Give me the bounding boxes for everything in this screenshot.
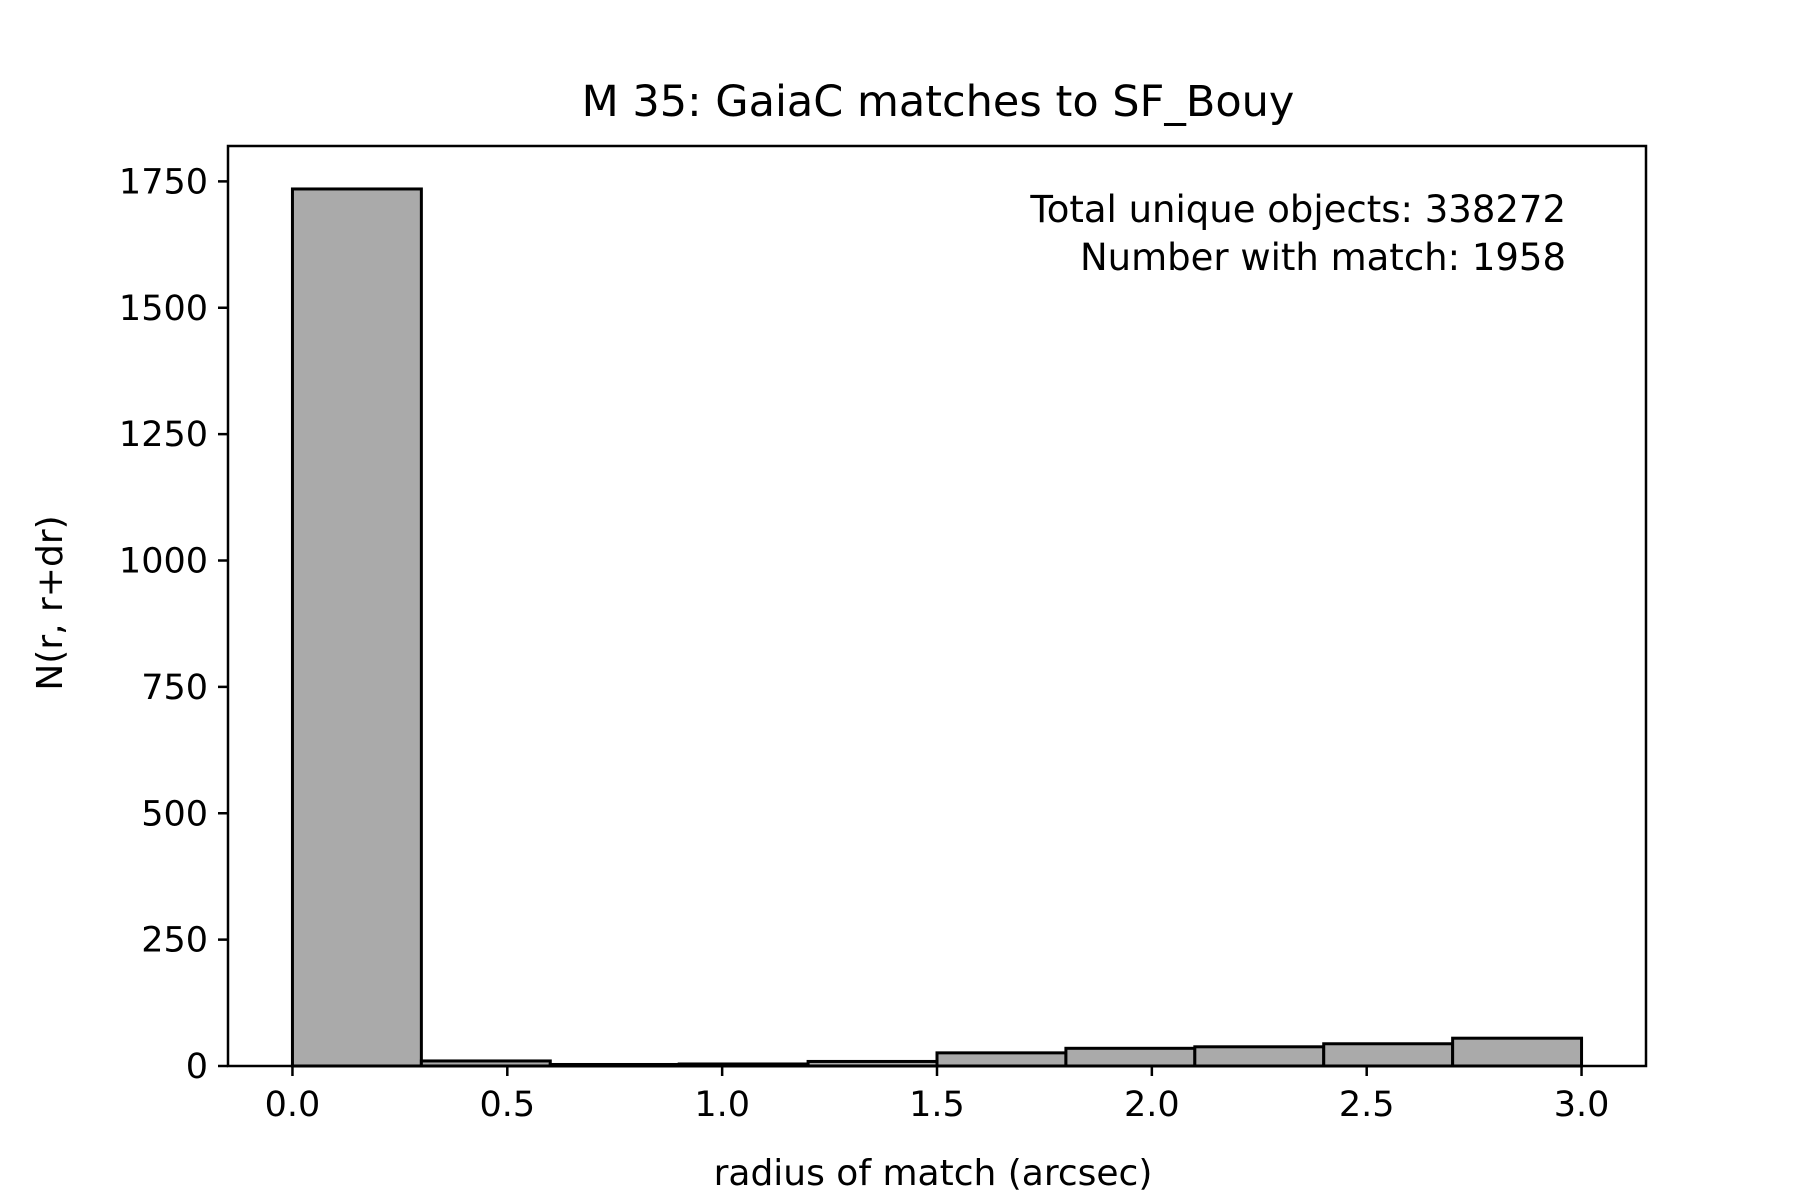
annotation-box: Total unique objects: 338272 Number with… [1029,188,1566,279]
x-axis-ticks: 0.0 0.5 1.0 1.5 2.0 2.5 3.0 [265,1066,1610,1125]
histogram-bars [290,187,1584,1068]
x-tick-label: 2.0 [1124,1085,1180,1125]
x-axis-label: radius of match (arcsec) [714,1153,1153,1194]
histogram-bar-7 [1193,1045,1326,1068]
y-axis-ticks: 0 250 500 750 1000 1250 1500 1750 [119,162,228,1087]
histogram-bar-6 [1064,1046,1197,1068]
y-tick-label: 1500 [119,289,208,329]
x-tick-label: 2.5 [1339,1085,1395,1125]
chart-title: M 35: GaiaC matches to SF_Bouy [582,77,1295,127]
histogram-bar-9 [1451,1036,1584,1068]
y-tick-label: 1750 [119,162,208,202]
x-tick-label: 0.0 [265,1085,321,1125]
x-tick-label: 3.0 [1554,1085,1610,1125]
histogram-bar-8 [1322,1042,1455,1068]
y-tick-label: 1250 [119,415,208,455]
y-axis-label: N(r, r+dr) [30,515,71,690]
y-tick-label: 0 [186,1047,208,1087]
histogram-bar-0 [290,187,423,1068]
annotation-matched-count: Number with match: 1958 [1080,236,1566,279]
y-tick-label: 250 [141,921,208,961]
y-tick-label: 1000 [119,542,208,582]
annotation-total-objects: Total unique objects: 338272 [1029,188,1566,231]
plot-frame [226,144,1648,1068]
y-tick-label: 500 [141,794,208,834]
x-tick-label: 1.5 [909,1085,965,1125]
histogram-bar-5 [935,1051,1068,1068]
x-tick-label: 1.0 [694,1085,750,1125]
x-tick-label: 0.5 [479,1085,535,1125]
y-tick-label: 750 [141,668,208,708]
